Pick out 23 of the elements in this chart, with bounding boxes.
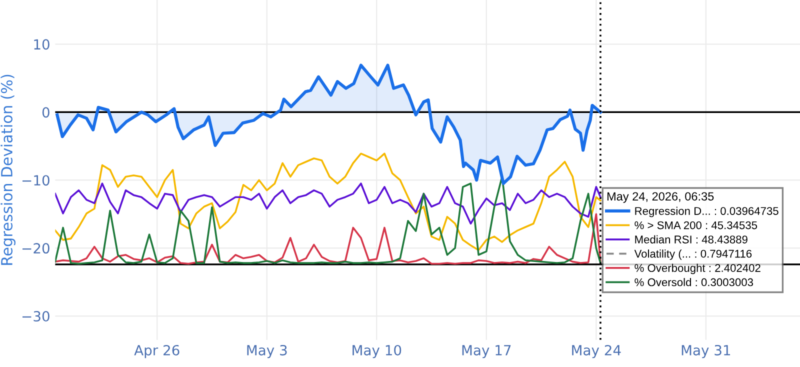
line-series (55, 213, 602, 265)
x-tick-label: May 3 (247, 344, 287, 358)
x-tick-label: May 17 (462, 345, 511, 358)
y-tick-label: −20 (22, 243, 50, 254)
legend-label: % Overbought : 2.402402 (634, 264, 760, 274)
legend-label: Volatility (... : 0.7947116 (634, 250, 752, 260)
y-tick-label: 10 (34, 39, 50, 50)
line-series (55, 182, 602, 225)
y-tick-label: 0 (42, 107, 50, 118)
y-tick-label: −30 (22, 311, 50, 322)
legend-label: % Oversold : 0.3003003 (634, 278, 754, 286)
line-series (55, 176, 602, 265)
line-series (55, 152, 602, 252)
y-axis-title: Regression Deviation (%) (0, 74, 16, 265)
legend-label: % > SMA 200 : 45.34535 (634, 221, 758, 230)
y-tick-label: −10 (22, 175, 50, 186)
x-tick-label: May 24 (572, 344, 621, 358)
x-tick-label: May 10 (352, 344, 402, 358)
legend-label: Median RSI : 48.43889 (635, 235, 748, 244)
legend-title: May 24, 2026, 06:35 (607, 192, 714, 203)
x-tick-label: Apr 26 (134, 344, 180, 358)
legend-label: Regression D... : 0.03964735 (635, 206, 778, 218)
x-tick-label: May 31 (682, 344, 730, 358)
